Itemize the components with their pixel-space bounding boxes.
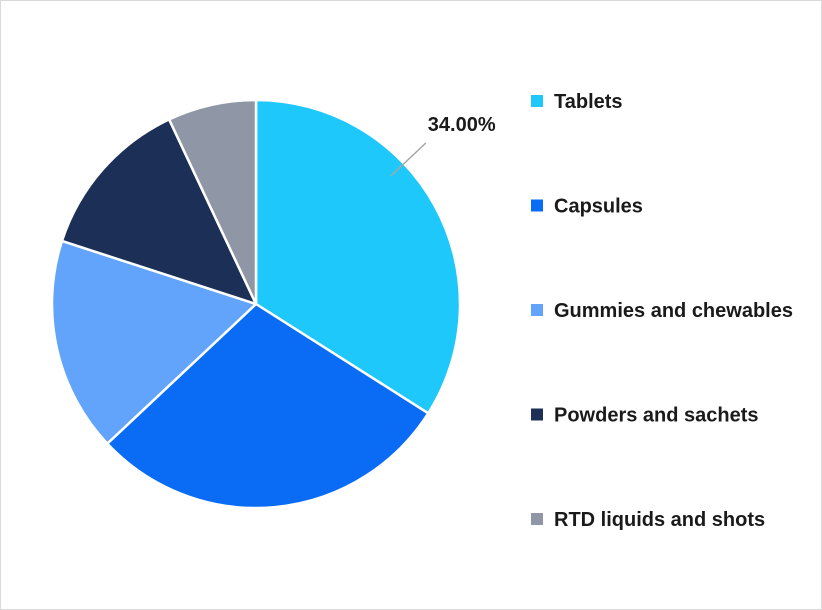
pie-slice-capsules — [106, 302, 430, 510]
legend-item-tablets: Tablets — [531, 91, 623, 113]
legend-swatch-tablets — [531, 95, 543, 107]
legend-item-powders-and-sachets: Powders and sachets — [531, 405, 759, 427]
legend-label-capsules: Capsules — [554, 196, 643, 218]
legend-swatch-capsules — [531, 199, 543, 212]
legend-item-gummies-and-chewables: Gummies and chewables — [531, 300, 793, 322]
legend-swatch-powders-and-sachets — [531, 408, 543, 421]
pie-slice-gummies-and-chewables — [50, 239, 258, 445]
pie-slices — [50, 98, 462, 510]
data-labels: 34.00% — [390, 114, 496, 177]
pie-slice-powders-and-sachets — [60, 118, 258, 306]
pie-slice-rtd-liquids-and-shots — [167, 98, 258, 306]
legend-item-rtd-liquids-and-shots: RTD liquids and shots — [531, 509, 765, 531]
legend-item-capsules: Capsules — [531, 196, 643, 218]
legend-swatch-rtd-liquids-and-shots — [531, 513, 543, 525]
legend-swatch-gummies-and-chewables — [531, 304, 543, 316]
leader-line-tablets — [390, 142, 427, 177]
legend: Tablets Capsules Gummies and chewables Powd… — [531, 91, 793, 531]
legend-label-tablets: Tablets — [554, 91, 623, 113]
legend-label-powders-and-sachets: Powders and sachets — [554, 405, 759, 427]
legend-label-gummies-and-chewables: Gummies and chewables — [554, 300, 793, 322]
legend-label-rtd-liquids-and-shots: RTD liquids and shots — [554, 509, 765, 531]
data-label-tablets: 34.00% — [428, 114, 496, 136]
